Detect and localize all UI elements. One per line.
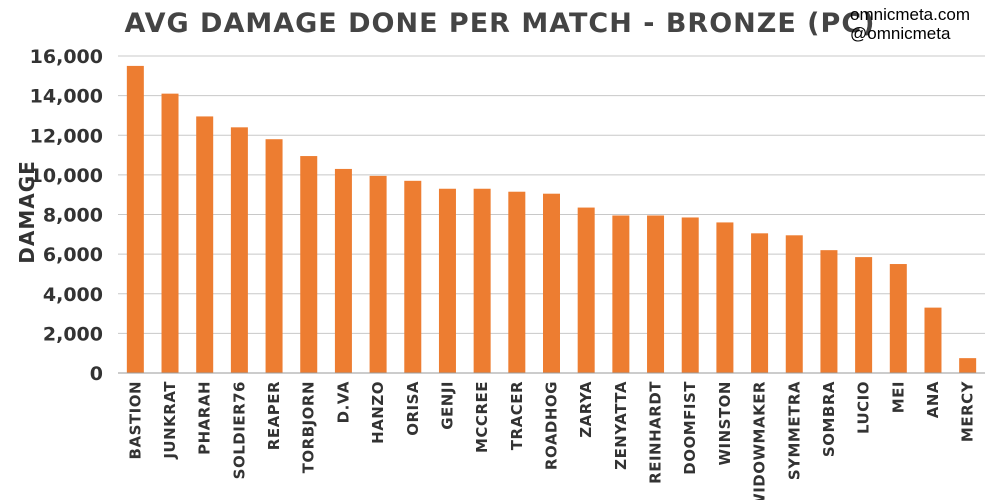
x-tick-label: ZARYA: [577, 381, 595, 438]
x-tick-label: TORBJORN: [300, 381, 318, 473]
x-tick-label: PHARAH: [196, 381, 214, 455]
x-tick-label: HANZO: [369, 381, 387, 444]
bar-sombra: [820, 250, 838, 373]
bar-reaper: [265, 139, 283, 373]
bar-orisa: [404, 180, 422, 373]
bar-junkrat: [161, 93, 179, 374]
x-tick-label: ORISA: [404, 381, 422, 436]
y-tick-label: 2,000: [43, 323, 103, 345]
x-tick-label: DOOMFIST: [681, 381, 699, 475]
x-tick-label: JUNKRAT: [161, 381, 179, 460]
x-tick-label: ANA: [924, 381, 942, 418]
x-tick-label: LUCIO: [855, 381, 873, 434]
bar-torbjorn: [300, 156, 318, 373]
y-tick-label: 14,000: [30, 86, 103, 108]
bar-mercy: [959, 358, 977, 373]
bar-bastion: [126, 65, 144, 373]
x-axis-ticks: BASTION JUNKRAT PHARAH SOLDIER76 REAPER TORBJ…: [126, 380, 976, 500]
y-tick-label: 16,000: [30, 46, 103, 68]
x-tick-label: D.VA: [334, 381, 352, 423]
bar-soldier76: [230, 127, 248, 373]
bar-pharah: [196, 116, 214, 373]
x-tick-label: SYMMETRA: [785, 381, 803, 480]
bar-hanzo: [369, 175, 387, 373]
y-tick-label: 6,000: [43, 244, 103, 266]
x-tick-label: SOMBRA: [820, 381, 838, 457]
bar-ana: [924, 307, 942, 373]
bar-mei: [889, 264, 907, 373]
x-tick-label: GENJI: [438, 381, 456, 430]
bar-widowmaker: [751, 233, 769, 373]
bar-winston: [716, 222, 734, 373]
x-tick-label: WIDOWMAKER: [751, 381, 769, 500]
bar-tracer: [508, 191, 526, 373]
x-tick-label: MERCY: [959, 380, 977, 442]
x-tick-label: BASTION: [126, 381, 144, 459]
watermark-site: omnicmeta.com: [850, 5, 970, 24]
y-tick-label: 10,000: [30, 165, 103, 187]
bar-reinhardt: [647, 215, 665, 373]
bar-zenyatta: [612, 215, 630, 373]
bar-genji: [438, 188, 456, 373]
watermark-handle: @omnicmeta: [850, 24, 951, 43]
bar-mccree: [473, 188, 491, 373]
bar-zarya: [577, 207, 595, 373]
y-tick-label: 4,000: [43, 284, 103, 306]
x-tick-label: REINHARDT: [647, 381, 665, 484]
bar-roadhog: [543, 193, 560, 373]
bars: [126, 65, 977, 374]
bar-d-va: [334, 168, 352, 373]
y-axis-label: DAMAGE: [15, 160, 39, 264]
x-tick-label: SOLDIER76: [230, 381, 248, 479]
y-tick-label: 0: [90, 363, 103, 385]
bar-symmetra: [785, 235, 803, 373]
bar-doomfist: [681, 217, 699, 373]
x-tick-label: MEI: [889, 381, 907, 413]
bar-lucio: [855, 257, 873, 373]
y-tick-label: 8,000: [43, 205, 103, 227]
x-tick-label: ROADHOG: [543, 381, 561, 470]
chart-title: AVG DAMAGE DONE PER MATCH - BRONZE (PC): [125, 8, 876, 39]
x-tick-label: ZENYATTA: [612, 381, 630, 470]
x-tick-label: TRACER: [508, 381, 526, 450]
x-tick-label: MCCREE: [473, 381, 491, 453]
y-tick-label: 12,000: [30, 125, 103, 147]
x-tick-label: WINSTON: [716, 381, 734, 466]
x-tick-label: REAPER: [265, 381, 283, 450]
y-axis-ticks: 0 2,000 4,000 6,000 8,000 10,000 12,000 14,000 1…: [30, 46, 103, 385]
